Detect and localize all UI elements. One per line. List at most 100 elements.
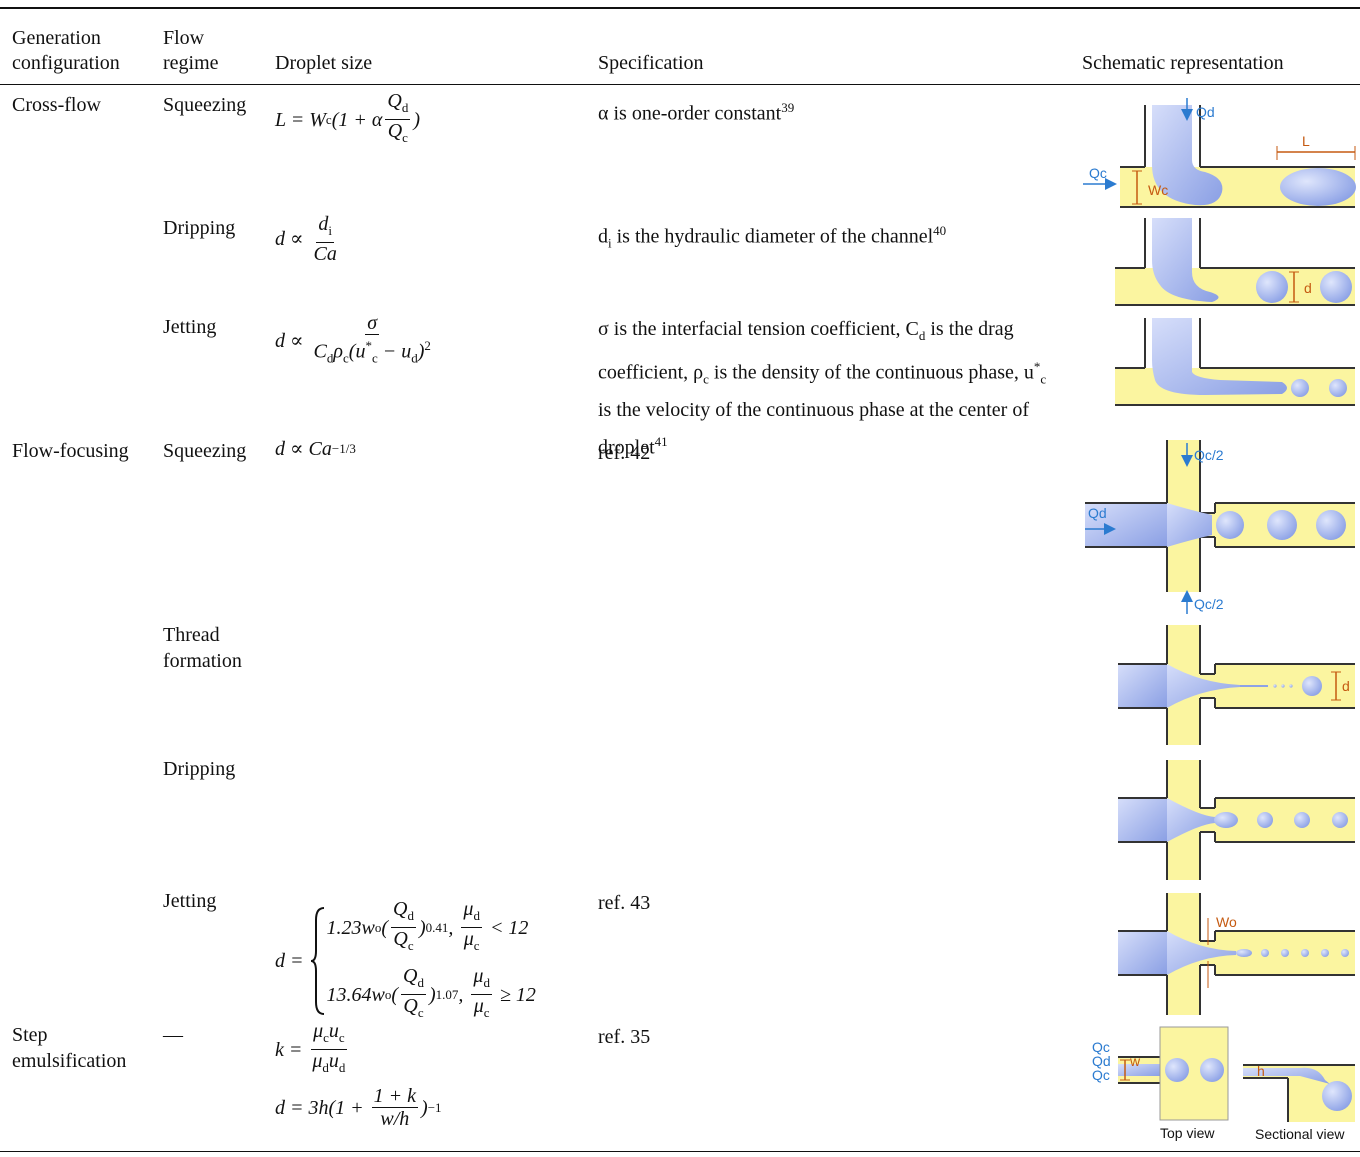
formula: d = 1.23w o(Qd Qc) 0.41, μd μc < 12 13.64w o(Q… [275,898,590,1024]
label: d [1304,280,1312,296]
label: Qd [1092,1053,1111,1069]
channel [1115,268,1355,305]
droplet-size-cell: d = 1.23w o(Qd Qc) 0.41, μd μc < 12 13.64w o(Q… [275,898,590,1030]
channel [1085,503,1167,547]
superscript: * [1033,359,1041,374]
numerator: di [316,213,335,243]
header-cell: Droplet size [275,52,373,74]
superscript: −1/3 [331,441,356,456]
text-run: 1 + k [373,1085,417,1107]
text-run: u [328,1050,339,1072]
superscript: 39 [781,100,795,115]
label: Qc/2 [1194,447,1224,463]
superscript: 2 [424,338,431,353]
droplet [1280,168,1356,206]
subscript: d [338,1060,346,1075]
fraction: Qd Qc [401,965,426,1024]
text-run: ) [418,916,426,939]
subscript: c [1040,371,1047,387]
text-run: 1.23w [326,916,375,939]
regime-cell: Squeezing [163,440,247,462]
dispersed-phase [1152,105,1223,206]
formula: d ∝ σ Cdρc(u*c − ud)2 [275,312,590,370]
case-line: 1.23w o(Qd Qc) 0.41, μd μc < 12 [327,898,536,957]
text-run: d ∝ [275,329,309,352]
text-run: is the velocity of the continuous phase … [598,398,1029,459]
droplet [1200,1058,1224,1082]
fraction: di Ca [312,213,339,265]
label: Wc [1148,182,1168,198]
fraction: μd μc [471,965,492,1024]
fraction: Qd Qc [385,90,411,149]
text-run: Q [387,120,403,142]
fraction: Qd Qc [391,898,416,957]
text-run: ref. 42 [598,442,651,464]
header-rule [0,84,1360,85]
label: h [1257,1063,1265,1079]
configuration-cell: Cross-flow [12,94,101,116]
text-run: , [458,983,469,1006]
dispersed-phase [1152,318,1287,395]
header-cell: Generation configuration [12,27,120,74]
droplet [1256,271,1288,303]
text-run: < 12 [484,916,529,939]
regime-cell: Squeezing [163,94,247,116]
regime-cell: Dripping [163,217,236,239]
case-line: 13.64w o(Qd Qc) 1.07, μd μc ≥ 12 [327,965,536,1024]
dispersed-phase [1167,798,1215,842]
droplet [1301,949,1309,957]
label: L [1302,133,1310,149]
denominator: μc [472,995,492,1024]
formula: d ∝ Ca −1/3 [275,436,590,462]
numerator: Qd [401,965,426,995]
label: Qc [1092,1039,1110,1055]
text-run: k = [275,1038,308,1061]
droplet [1281,949,1289,957]
droplet [1329,379,1347,397]
configuration-cell: Flow-focusing [12,440,129,462]
subscript: o [374,919,382,935]
denominator: Qc [386,120,410,149]
fraction: μcuc μdud [310,1020,347,1079]
droplet [1320,271,1352,303]
subscript: c [703,371,709,387]
text-run: Q [393,898,408,920]
text-run: (u [348,340,366,363]
droplet [1236,949,1252,957]
specification-cell: σ is the interfacial tension coefficient… [598,314,1060,463]
text-run: − u [377,340,412,363]
dispersed-phase [1167,664,1240,708]
superscript: * [365,338,372,353]
header-cell: Specification [598,52,704,74]
numerator: μcuc [311,1020,347,1050]
droplet [1294,812,1310,828]
text-run: ) [417,340,425,363]
dispersed-phase [1152,218,1219,302]
channel [1118,931,1167,975]
label: Qc/2 [1194,596,1224,612]
subscript: c [402,130,408,145]
specification-cell: ref. 35 [598,1022,1060,1053]
subscript: d [326,350,334,366]
specification-cell: di is the hydraulic diameter of the chan… [598,215,1060,259]
brace-path [310,907,324,1015]
superscript: 41 [654,433,668,449]
dispersed-phase [1167,503,1212,547]
text-run: 13.64w [326,983,385,1006]
label: Qd [1088,505,1107,521]
denominator: w/h [378,1108,411,1130]
specification-cell: ref. 42 [598,438,1060,469]
droplet [1257,812,1273,828]
numerator: μd [471,965,492,995]
label: Qd [1196,104,1215,120]
droplet [1321,949,1329,957]
denominator: Cdρc(u*c − ud)2 [312,335,433,370]
regime-cell: Dripping [163,758,236,780]
configuration-cell: Step emulsification [12,1024,127,1072]
text-run: ) [428,983,436,1006]
header-cell: Flow regime [163,27,219,74]
label: Qc [1089,165,1107,181]
label: Top view [1160,1125,1215,1141]
denominator: μc [462,928,482,957]
text-run: ρ [333,340,343,363]
